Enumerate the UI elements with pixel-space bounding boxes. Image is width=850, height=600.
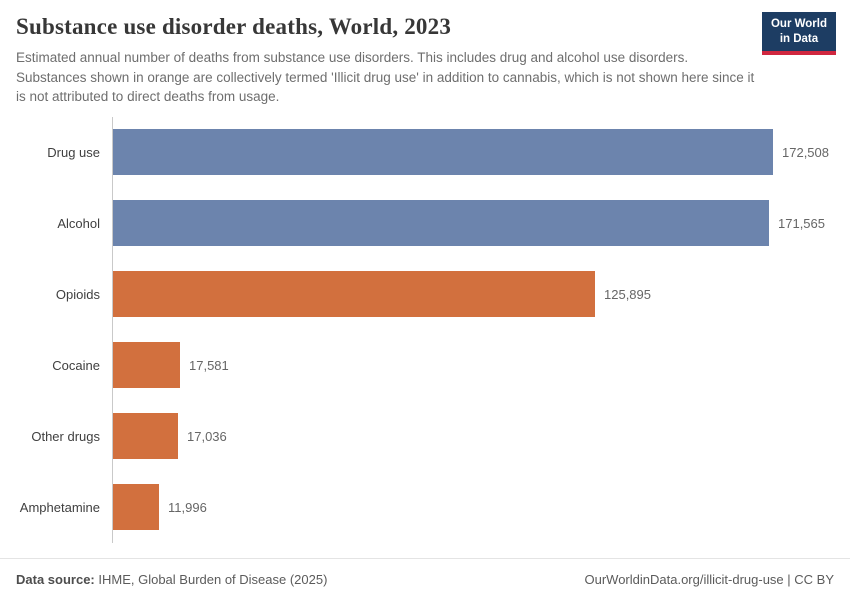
value-label-alcohol: 171,565 bbox=[778, 215, 825, 231]
chart-row-other-drugs: Other drugs 17,036 bbox=[16, 400, 834, 472]
bar-cocaine[interactable] bbox=[113, 342, 180, 389]
chart-row-drug-use: Drug use 172,508 bbox=[16, 116, 834, 188]
bar-track-other-drugs: 17,036 bbox=[112, 400, 834, 472]
bar-amphetamine[interactable] bbox=[113, 484, 159, 531]
owid-logo: Our World in Data bbox=[761, 12, 836, 55]
category-label-cocaine: Cocaine bbox=[52, 357, 100, 373]
category-label-drug-use: Drug use bbox=[47, 144, 100, 160]
owid-logo-line1: Our World bbox=[770, 18, 827, 30]
data-source-text: IHME, Global Burden of Disease (2025) bbox=[98, 572, 328, 587]
value-label-other-drugs: 17,036 bbox=[187, 428, 227, 444]
chart-rows: Drug use 172,508 Alcohol 171,565 Opioids 125,… bbox=[16, 116, 834, 558]
category-label-other-drugs: Other drugs bbox=[31, 428, 100, 444]
owid-attribution-link[interactable]: OurWorldinData.org/illicit-drug-use | CC… bbox=[584, 572, 835, 587]
bar-track-opioids: 125,895 bbox=[112, 258, 834, 330]
chart-area: Drug use 172,508 Alcohol 171,565 Opioids 125,… bbox=[0, 107, 850, 558]
chart-subtitle: Estimated annual number of deaths from s… bbox=[16, 50, 755, 105]
category-label-alcohol: Alcohol bbox=[57, 215, 100, 231]
value-label-cocaine: 17,581 bbox=[189, 357, 229, 373]
chart-row-alcohol: Alcohol 171,565 bbox=[16, 187, 834, 259]
value-label-amphetamine: 11,996 bbox=[168, 499, 207, 515]
bar-alcohol[interactable] bbox=[113, 200, 769, 247]
chart-row-amphetamine: Amphetamine 11,996 bbox=[16, 471, 834, 543]
data-source-note: Data source: IHME, Global Burden of Dise… bbox=[16, 572, 327, 587]
value-label-opioids: 125,895 bbox=[604, 286, 651, 302]
bar-opioids[interactable] bbox=[113, 271, 595, 318]
chart-row-opioids: Opioids 125,895 bbox=[16, 258, 834, 330]
owid-logo-line2: in Data bbox=[779, 32, 819, 45]
bar-track-drug-use: 172,508 bbox=[112, 116, 834, 188]
bar-drug-use[interactable] bbox=[113, 129, 773, 176]
bar-other-drugs[interactable] bbox=[113, 413, 178, 460]
bar-track-cocaine: 17,581 bbox=[112, 329, 834, 401]
chart-title: Substance use disorder deaths, World, 20… bbox=[16, 14, 452, 39]
bar-track-amphetamine: 11,996 bbox=[112, 471, 834, 543]
category-label-opioids: Opioids bbox=[55, 286, 100, 302]
bar-track-alcohol: 171,565 bbox=[112, 187, 834, 259]
chart-footer: Data source: IHME, Global Burden of Dise… bbox=[0, 558, 850, 600]
value-label-drug-use: 172,508 bbox=[782, 144, 829, 160]
chart-header: Substance use disorder deaths, World, 20… bbox=[0, 0, 850, 107]
category-label-amphetamine: Amphetamine bbox=[19, 499, 100, 515]
chart-row-cocaine: Cocaine 17,581 bbox=[16, 329, 834, 401]
data-source-label: Data source: bbox=[16, 572, 95, 587]
